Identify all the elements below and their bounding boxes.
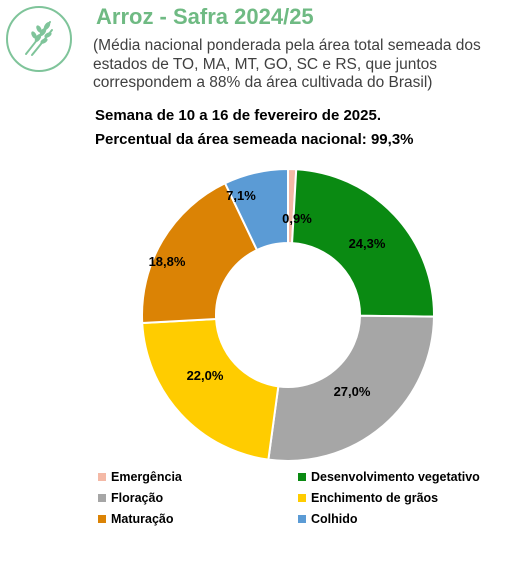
legend-swatch xyxy=(298,494,306,502)
data-label: 18,8% xyxy=(149,254,186,269)
legend-swatch xyxy=(298,515,306,523)
legend-label: Floração xyxy=(111,491,164,505)
week-label: Semana de 10 a 16 de fevereiro de 2025. xyxy=(95,107,382,124)
legend-item: Floração xyxy=(98,491,163,505)
slice-matura-o xyxy=(141,181,259,325)
data-label: 27,0% xyxy=(334,384,371,399)
slice-enchimento-de-gr-os xyxy=(141,317,280,461)
rice-plant-icon xyxy=(25,21,53,56)
logo xyxy=(6,6,72,72)
legend-label: Maturação xyxy=(111,512,174,526)
legend-swatch xyxy=(98,494,106,502)
legend-label: Enchimento de grãos xyxy=(311,491,439,505)
slice-colhido xyxy=(223,167,289,252)
legend-item: Colhido xyxy=(298,512,358,526)
legend-label: Colhido xyxy=(311,512,358,526)
data-label: 22,0% xyxy=(187,368,224,383)
legend-item: Desenvolvimento vegetativo xyxy=(298,470,480,484)
legend-item: Maturação xyxy=(98,512,174,526)
slice-desenvolvimento-vegetativo xyxy=(291,168,435,318)
legend-swatch xyxy=(98,515,106,523)
legend-label: Emergência xyxy=(111,470,182,484)
legend-swatch xyxy=(98,473,106,481)
legend-item: Enchimento de grãos xyxy=(298,491,438,505)
legend-swatch xyxy=(298,473,306,481)
percent-sown-label: Percentual da área semeada nacional: 99,… xyxy=(95,131,414,148)
legend-label: Desenvolvimento vegetativo xyxy=(311,470,480,484)
chart-title: Arroz - Safra 2024/25 xyxy=(96,4,314,29)
data-label: 7,1% xyxy=(226,188,256,203)
donut-chart: 0,9% 24,3% 27,0% 22,0% 18,8% 7,1% xyxy=(141,167,436,462)
chart-subtitle: (Média nacional ponderada pela área tota… xyxy=(93,37,481,91)
legend-item: Emergência xyxy=(98,470,182,484)
data-label: 0,9% xyxy=(282,211,312,226)
data-label: 24,3% xyxy=(349,236,386,251)
slice-flora-o xyxy=(267,314,436,462)
